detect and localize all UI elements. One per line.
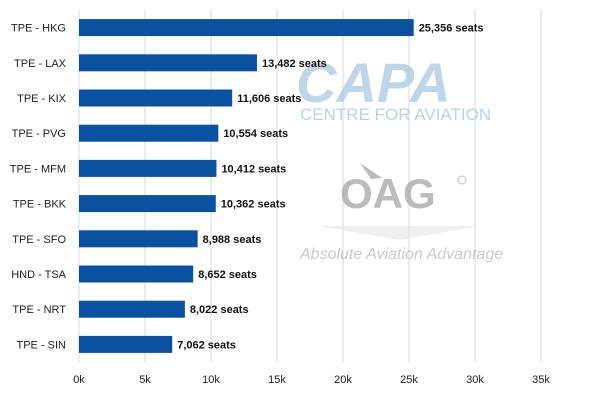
bar [79,89,233,107]
oag-logo: OAG Absolute Aviation Advantage [299,163,503,263]
registered-mark-icon [457,175,467,185]
bar [79,195,216,213]
category-labels: TPE - HKG TPE - LAX TPE - KIX TPE - PVG TPE … [10,23,67,352]
x-tick-label: 20k [334,374,352,386]
capa-logo-text: CAPA [296,51,451,114]
bar [79,124,219,142]
category-label: TPE - HKG [11,23,66,35]
oag-underline-swoosh [318,226,480,240]
category-label: TPE - KIX [17,93,67,105]
category-label: HND - TSA [11,269,66,281]
bar [79,300,185,318]
x-tick-label: 35k [532,374,550,386]
oag-tagline: Absolute Aviation Advantage [299,246,503,263]
data-label: 11,606 seats [237,93,301,105]
capa-logo: CAPA CENTRE FOR AVIATION [296,51,491,124]
bar [79,54,257,72]
data-labels: 25,356 seats 13,482 seats 11,606 seats 10,5… [177,23,483,352]
category-label: TPE - NRT [12,304,66,316]
data-label: 25,356 seats [419,23,484,35]
data-label: 7,062 seats [177,339,236,351]
oag-swoosh-icon [360,163,382,179]
x-tick-label: 10k [202,374,220,386]
data-label: 10,362 seats [221,199,286,211]
data-label: 8,022 seats [190,304,249,316]
oag-logo-text: OAG [340,170,436,217]
x-tick-label: 0k [73,374,85,386]
category-label: TPE - BKK [13,199,67,211]
bars [79,19,414,353]
watermark-logos: CAPA CENTRE FOR AVIATION OAG Absolute Av… [296,51,503,263]
category-label: TPE - LAX [14,58,67,70]
bar [79,265,194,283]
data-label: 8,988 seats [203,234,262,246]
data-label: 10,412 seats [221,163,286,175]
x-tick-label: 5k [139,374,151,386]
category-label: TPE - SFO [12,234,66,246]
data-label: 8,652 seats [198,269,257,281]
bar [79,230,198,248]
data-label: 13,482 seats [262,58,327,70]
capa-logo-subtitle: CENTRE FOR AVIATION [300,105,491,124]
bar [79,335,173,353]
x-tick-label: 25k [400,374,418,386]
bar [79,19,414,37]
category-label: TPE - MFM [10,163,66,175]
category-label: TPE - PVG [12,128,66,140]
data-label: 10,554 seats [223,128,288,140]
category-label: TPE - SIN [16,339,66,351]
x-tick-label: 15k [268,374,286,386]
x-axis-ticks: 0k 5k 10k 15k 20k 25k 30k 35k [73,374,550,386]
bar [79,159,217,177]
x-tick-label: 30k [466,374,484,386]
